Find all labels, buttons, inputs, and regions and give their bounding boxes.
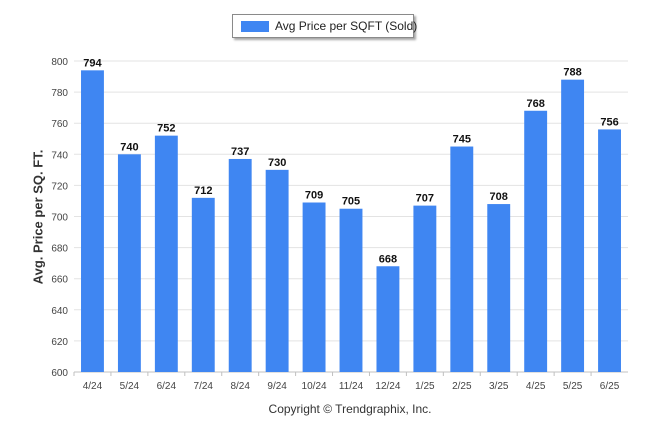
data-label: 756 (600, 116, 618, 128)
x-tick-label: 8/24 (230, 381, 250, 392)
data-label: 730 (268, 157, 286, 169)
y-tick-label: 700 (51, 213, 68, 224)
copyright-text: Copyright © Trendgraphix, Inc. (268, 402, 432, 416)
bar (191, 197, 215, 372)
data-label: 668 (379, 253, 397, 265)
x-tick-label: 5/24 (120, 381, 140, 392)
data-label: 737 (231, 146, 249, 158)
data-label: 752 (157, 123, 175, 135)
y-axis-label: Avg. Price per SQ. FT. (30, 149, 46, 285)
bar (265, 169, 289, 372)
bar (524, 110, 548, 372)
bar (302, 202, 326, 372)
legend-label: Avg Price per SQFT (Sold) (275, 19, 418, 33)
bar (376, 266, 400, 372)
bar (154, 135, 178, 372)
x-tick-label: 2/25 (452, 381, 472, 392)
y-tick-label: 600 (51, 368, 68, 379)
y-tick-label: 780 (51, 88, 68, 99)
data-label: 708 (490, 191, 508, 203)
x-tick-label: 11/24 (339, 381, 364, 392)
bar (339, 208, 363, 372)
x-tick-label: 3/25 (489, 381, 509, 392)
x-tick-label: 4/25 (526, 381, 546, 392)
x-tick-label: 7/24 (194, 381, 214, 392)
x-tick-label: 1/25 (415, 381, 435, 392)
bar (450, 146, 474, 372)
bar (228, 158, 252, 372)
data-label: 712 (194, 185, 212, 197)
x-tick-label: 4/24 (83, 381, 103, 392)
data-label: 705 (342, 196, 360, 208)
data-label: 709 (305, 190, 323, 202)
data-label: 788 (563, 67, 581, 79)
x-tick-label: 5/25 (563, 381, 583, 392)
x-tick-label: 6/25 (600, 381, 620, 392)
y-tick-label: 660 (51, 275, 68, 286)
bar (598, 129, 621, 372)
bar (81, 70, 104, 372)
y-tick-label: 720 (51, 181, 68, 192)
data-label: 768 (526, 98, 544, 110)
bar (117, 154, 141, 372)
data-label: 707 (416, 193, 434, 205)
bar (487, 204, 511, 372)
legend-swatch (241, 21, 269, 32)
y-tick-label: 800 (51, 57, 68, 68)
x-tick-label: 12/24 (375, 381, 400, 392)
data-label: 745 (453, 134, 471, 146)
data-label: 794 (83, 57, 102, 69)
y-tick-label: 620 (51, 337, 68, 348)
y-tick-label: 640 (51, 306, 68, 317)
legend: Avg Price per SQFT (Sold) (232, 14, 418, 38)
y-tick-label: 740 (51, 150, 68, 161)
x-tick-label: 6/24 (157, 381, 177, 392)
x-tick-label: 10/24 (302, 381, 327, 392)
data-label: 740 (120, 141, 138, 153)
x-tick-label: 9/24 (267, 381, 287, 392)
y-tick-label: 680 (51, 244, 68, 255)
y-tick-label: 760 (51, 119, 68, 130)
bar (561, 79, 585, 372)
bar (413, 205, 437, 372)
